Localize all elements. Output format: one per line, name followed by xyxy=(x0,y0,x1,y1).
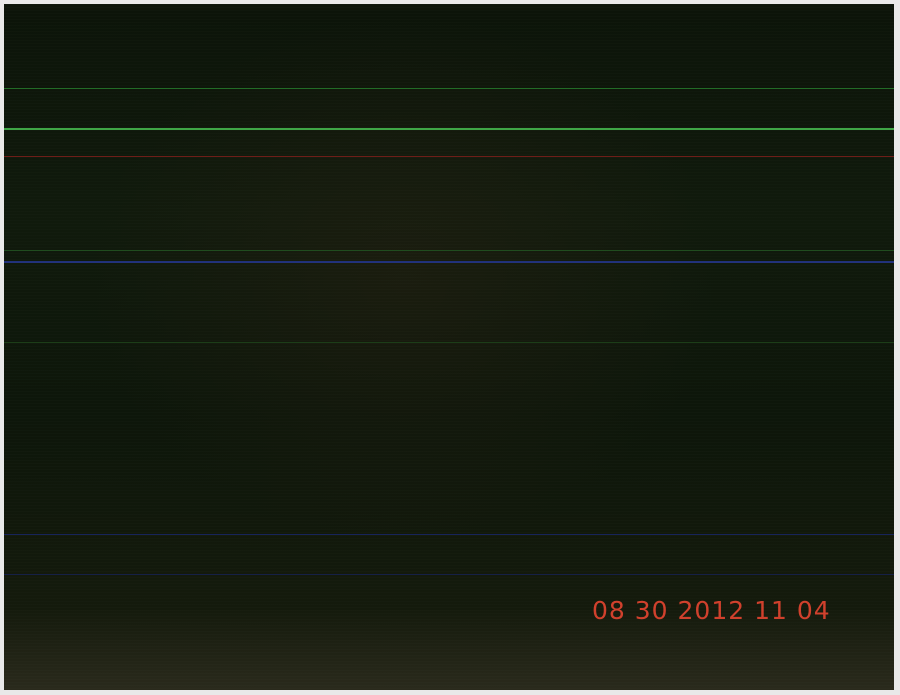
date-time-stamp: 08 30 2012 11 04 xyxy=(592,596,831,625)
blue-scan-line xyxy=(4,534,894,535)
green-scan-line xyxy=(4,250,894,251)
dark-camera-image: 08 30 2012 11 04 xyxy=(4,4,894,690)
blue-scan-line xyxy=(4,261,894,263)
blue-scan-line xyxy=(4,574,894,575)
red-scan-line xyxy=(4,156,894,157)
green-scan-line xyxy=(4,88,894,89)
green-scan-line xyxy=(4,128,894,130)
green-scan-line xyxy=(4,342,894,343)
